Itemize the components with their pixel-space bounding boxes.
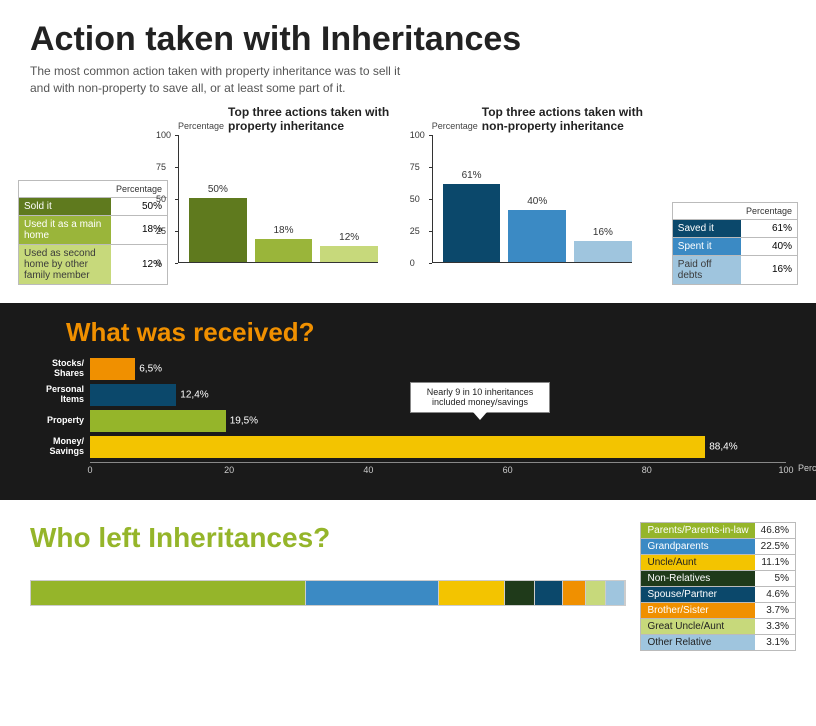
table-row-label: Used it as a main home	[19, 215, 111, 244]
legend-row-label: Other Relative	[641, 634, 755, 650]
received-row: Stocks/Shares6,5%	[30, 358, 786, 380]
stack-segment	[606, 581, 625, 605]
stack-segment	[31, 581, 306, 605]
bar: 18%	[255, 239, 313, 262]
bar: 50%	[189, 198, 247, 262]
legend-row-label: Uncle/Aunt	[641, 554, 755, 570]
legend-row-label: Non-Relatives	[641, 570, 755, 586]
what-received-chart: Stocks/Shares6,5% PersonalItems12,4% Prope…	[30, 358, 786, 480]
received-row: Property19,5%	[30, 410, 786, 432]
what-received-section: What was received? Stocks/Shares6,5% Pers…	[0, 303, 816, 500]
legend-row-label: Spouse/Partner	[641, 586, 755, 602]
what-received-title: What was received?	[66, 317, 786, 348]
who-left-section: Who left Inheritances? Parents/Parents-i…	[0, 500, 816, 671]
table-row-label: Spent it	[672, 237, 741, 255]
table-row-label: Paid off debts	[672, 255, 741, 284]
stack-segment	[439, 581, 505, 605]
page-title: Action taken with Inheritances	[30, 20, 786, 59]
callout: Nearly 9 in 10 inheritances included mon…	[410, 382, 550, 414]
stack-segment	[505, 581, 535, 605]
received-row: PersonalItems12,4%	[30, 384, 786, 406]
page-subtitle: The most common action taken with proper…	[30, 63, 786, 97]
stack-segment	[563, 581, 586, 605]
legend-row-label: Grandparents	[641, 538, 755, 554]
property-table: PercentageSold it50%Used it as a main ho…	[18, 180, 168, 285]
top-charts-row: Percentage Sold it 50% Used it as a main ho…	[0, 105, 816, 303]
table-row-label: Saved it	[672, 219, 741, 237]
header: Action taken with Inheritances The most …	[0, 0, 816, 105]
legend-row-label: Parents/Parents-in-law	[641, 522, 755, 538]
chart1-title: Top three actions taken with property in…	[228, 105, 398, 133]
chart1-ylabel: Percentage	[178, 121, 224, 131]
bar: 12%	[320, 246, 378, 261]
table-row-label: Sold it	[19, 197, 111, 215]
chart2-title: Top three actions taken with non-propert…	[482, 105, 662, 133]
table-row-label: Used as second home by other family memb…	[19, 244, 111, 284]
bar: 61%	[443, 184, 501, 262]
bar: 40%	[508, 210, 566, 261]
who-left-legend: Parents/Parents-in-law46.8%Grandparents2…	[640, 522, 796, 651]
stack-segment	[586, 581, 606, 605]
legend-row-label: Brother/Sister	[641, 602, 755, 618]
received-row: Money/Savings88,4%	[30, 436, 786, 458]
property-chart: Percentage Top three actions taken with …	[178, 105, 398, 285]
who-left-stackbar	[30, 580, 626, 606]
nonproperty-chart: Percentage Top three actions taken with …	[432, 105, 662, 285]
chart2-ylabel: Percentage	[432, 121, 478, 131]
who-left-title: Who left Inheritances?	[30, 522, 626, 554]
bar: 16%	[574, 241, 632, 261]
stack-segment	[306, 581, 439, 605]
nonproperty-table: PercentageSaved it61%Spent it40%Paid off…	[672, 202, 798, 285]
stack-segment	[535, 581, 563, 605]
legend-row-label: Great Uncle/Aunt	[641, 618, 755, 634]
